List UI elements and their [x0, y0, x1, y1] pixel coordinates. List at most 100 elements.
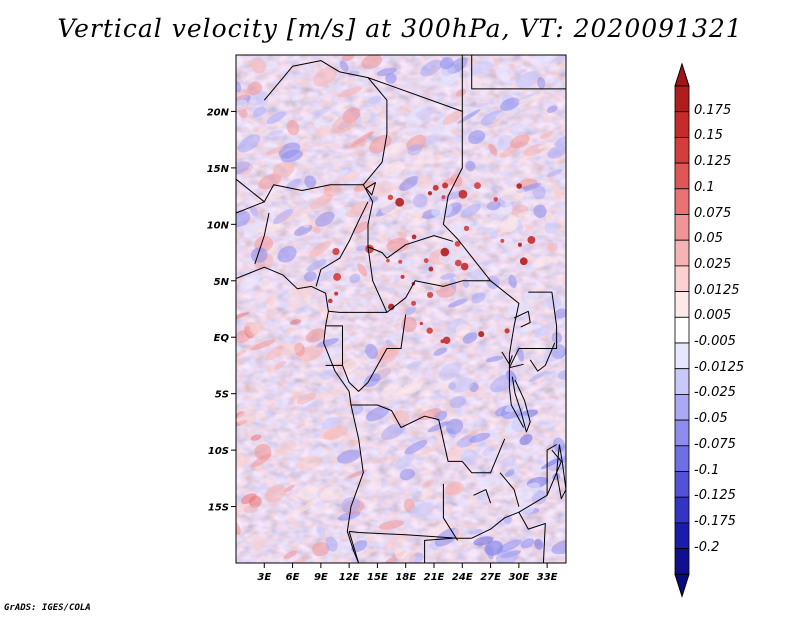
border-line: [362, 77, 388, 247]
colorbar-swatch: [674, 265, 690, 292]
field-blob: [327, 288, 338, 297]
field-blob: [264, 484, 287, 503]
field-blob: [495, 67, 507, 81]
field-blob: [312, 541, 330, 557]
border-line: [315, 201, 369, 287]
field-blob: [477, 476, 499, 490]
field-blob: [449, 377, 474, 393]
field-blob: [382, 142, 406, 157]
field-blob: [339, 60, 349, 72]
field-blob: [508, 274, 517, 289]
border-line: [490, 280, 520, 355]
field-blob: [433, 347, 448, 356]
field-blob: [308, 240, 332, 258]
colorbar-swatch: [674, 393, 690, 421]
field-blob: [325, 169, 349, 185]
field-blob: [363, 535, 375, 543]
colorbar-swatch: [674, 85, 690, 113]
field-blob: [237, 134, 261, 153]
strong-updraft-blob: [441, 195, 446, 200]
field-blob: [314, 270, 334, 283]
field-blob: [303, 401, 319, 412]
field-blob: [296, 456, 320, 470]
border-line: [328, 310, 387, 313]
border-line: [236, 266, 364, 563]
field-blob: [335, 206, 352, 216]
colorbar-label: 0.175: [694, 102, 732, 118]
field-blob: [333, 172, 361, 183]
field-blob: [296, 345, 324, 362]
strong-updraft-blob: [493, 197, 499, 202]
strong-updraft-blob: [427, 291, 434, 298]
colorbar-label: 0.1: [694, 179, 715, 195]
field-blob: [350, 131, 374, 147]
field-blob: [416, 174, 432, 189]
country-borders: [236, 55, 566, 563]
lon-tick-label: 18E: [395, 572, 416, 583]
field-blob: [486, 544, 494, 560]
colorbar-label: -0.025: [694, 385, 736, 401]
colorbar-label: 0.15: [694, 128, 723, 144]
field-blob: [306, 259, 327, 272]
field-blob: [406, 218, 427, 227]
field-blob: [465, 160, 476, 172]
strong-updraft-blob: [387, 194, 394, 201]
strong-updraft-blob: [527, 236, 536, 244]
colorbar: [674, 62, 690, 598]
colorbar-swatch: [674, 291, 690, 318]
colorbar-swatch: [674, 136, 690, 164]
colorbar-swatch: [674, 188, 690, 215]
field-blob: [296, 392, 316, 405]
field-blob: [504, 400, 527, 412]
field-blob: [440, 74, 456, 83]
colorbar-swatch: [674, 419, 690, 447]
field-blob: [473, 536, 494, 546]
field-blob: [341, 497, 361, 513]
field-blob: [473, 468, 483, 481]
field-blob: [440, 513, 450, 520]
grads-credit: GrADS: IGES/COLA: [4, 603, 91, 613]
field-blob: [257, 224, 286, 233]
field-blob: [410, 507, 421, 514]
field-blob: [420, 403, 429, 411]
border-line: [236, 178, 364, 203]
field-blob: [313, 66, 337, 87]
field-blob: [354, 71, 371, 86]
field-blob: [392, 409, 410, 426]
field-blob: [236, 80, 242, 93]
field-blob: [539, 131, 554, 140]
field-blob: [416, 444, 441, 457]
border-line: [342, 314, 407, 392]
field-blob: [238, 108, 248, 119]
field-blob: [376, 67, 397, 77]
field-blob: [318, 389, 343, 400]
field-blob: [516, 156, 528, 166]
strong-updraft-blob: [426, 327, 433, 334]
field-blob: [364, 95, 382, 108]
border-line: [473, 489, 492, 504]
field-blob: [395, 453, 415, 469]
field-blob: [472, 102, 489, 109]
field-blob: [295, 498, 320, 515]
field-blob: [243, 222, 262, 237]
colorbar-label: -0.075: [694, 436, 736, 452]
field-blob: [272, 161, 295, 178]
border-line: [501, 351, 513, 365]
field-blob: [491, 112, 513, 124]
field-blob: [540, 456, 563, 470]
field-blob: [338, 101, 350, 108]
field-blob: [336, 449, 361, 464]
colorbar-swatch: [674, 239, 690, 267]
field-blob: [321, 417, 339, 430]
field-blob: [350, 404, 364, 415]
field-blob: [500, 186, 526, 203]
field-blob: [522, 445, 542, 460]
field-blob: [243, 505, 259, 513]
strong-updraft-blob: [442, 182, 449, 189]
field-blob: [394, 259, 419, 269]
colorbar-label: 0.05: [694, 231, 723, 247]
field-blob: [295, 388, 305, 397]
field-blob: [551, 183, 561, 197]
field-blob: [510, 134, 530, 149]
border-line: [263, 60, 369, 101]
